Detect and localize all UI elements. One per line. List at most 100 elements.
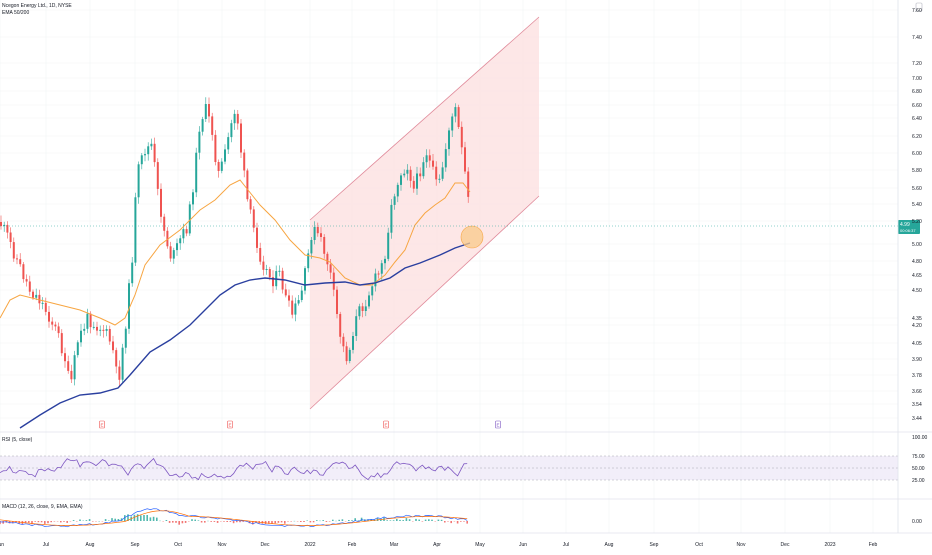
candle-body xyxy=(387,233,389,259)
candle-body xyxy=(195,153,197,193)
macd-histogram-bar xyxy=(79,520,81,522)
time-tick-label: Aug xyxy=(86,542,95,548)
macd-histogram-bar xyxy=(175,521,177,523)
candle-body xyxy=(230,123,232,137)
candle-body xyxy=(70,371,72,379)
macd-histogram-bar xyxy=(441,520,443,521)
macd-histogram-bar xyxy=(182,521,184,523)
candle-body xyxy=(314,227,316,240)
macd-histogram-bar xyxy=(153,517,155,521)
symbol-legend[interactable]: Ncegon Energy Ltd., 1D, NYSE xyxy=(2,3,72,9)
macd-histogram-bar xyxy=(418,520,420,521)
candle-body xyxy=(278,271,280,272)
macd-histogram-bar xyxy=(204,521,206,523)
price-tick-label: 5.80 xyxy=(912,168,922,174)
candle-body xyxy=(448,130,450,149)
price-tick-label: 4.65 xyxy=(912,273,922,279)
candle-body xyxy=(42,303,44,304)
candle-body xyxy=(422,162,424,176)
time-tick-label: Nov xyxy=(218,542,227,548)
macd-histogram-bar xyxy=(338,520,340,521)
macd-histogram-bar xyxy=(105,519,107,521)
macd-histogram-bar xyxy=(214,521,216,522)
macd-histogram-bar xyxy=(54,521,56,522)
ema-legend[interactable]: EMA 50/200 xyxy=(2,10,29,16)
time-tick-label: 2022 xyxy=(304,542,315,548)
macd-legend[interactable]: MACD (12, 26, close, 9, EMA, EMA) xyxy=(2,504,83,510)
candle-body xyxy=(74,355,76,379)
time-tick-label: Jul xyxy=(563,542,569,548)
time-tick-label: Nov xyxy=(737,542,746,548)
candle-body xyxy=(182,229,184,238)
price-tick-label: 3.90 xyxy=(912,357,922,363)
candle-body xyxy=(138,164,140,197)
macd-histogram-bar xyxy=(444,521,446,523)
candle-body xyxy=(99,330,101,331)
candle-body xyxy=(93,327,95,328)
macd-histogram-bar xyxy=(66,521,68,523)
macd-histogram-bar xyxy=(399,520,401,521)
candle-body xyxy=(413,181,415,189)
price-tick-label: 4.80 xyxy=(912,259,922,265)
time-tick-label: Mar xyxy=(390,542,399,548)
time-tick-label: Jul xyxy=(43,542,49,548)
macd-histogram-bar xyxy=(466,521,468,524)
macd-histogram-bar xyxy=(284,521,286,524)
candle-body xyxy=(141,155,143,164)
candle-body xyxy=(438,179,440,180)
candle-body xyxy=(186,229,188,233)
candle-body xyxy=(154,144,156,162)
macd-histogram-bar xyxy=(326,521,328,522)
macd-histogram-bar xyxy=(0,521,1,524)
macd-histogram-bar xyxy=(140,515,142,521)
macd-histogram-bar xyxy=(316,520,318,521)
candle-body xyxy=(160,189,162,217)
candle-body xyxy=(176,243,178,250)
price-tick-label: 3.54 xyxy=(912,402,922,408)
macd-histogram-bar xyxy=(393,520,395,521)
macd-histogram-bar xyxy=(406,518,408,521)
macd-histogram-bar xyxy=(169,521,171,523)
macd-histogram-bar xyxy=(422,521,424,522)
macd-histogram-bar xyxy=(351,520,353,521)
candle-body xyxy=(397,185,399,197)
macd-histogram-bar xyxy=(63,521,65,522)
macd-signal-line xyxy=(0,511,467,526)
candle-body xyxy=(29,282,31,292)
candle-body xyxy=(246,171,248,200)
candle-body xyxy=(147,146,149,154)
rsi-tick-label: 100.00 xyxy=(912,435,928,441)
macd-histogram-bar xyxy=(415,519,417,521)
price-tick-label: 7.00 xyxy=(912,76,922,82)
macd-histogram-bar xyxy=(386,520,388,521)
price-tick-label: 6.00 xyxy=(912,151,922,157)
time-tick-label: Jun xyxy=(0,542,4,548)
candle-body xyxy=(410,170,412,181)
macd-histogram-bar xyxy=(402,520,404,521)
rsi-legend[interactable]: RSI (5, close) xyxy=(2,437,32,443)
candle-body xyxy=(112,342,114,351)
time-tick-label: Dec xyxy=(261,542,270,548)
macd-histogram-bar xyxy=(47,521,49,523)
macd-histogram-bar xyxy=(41,521,43,522)
candle-body xyxy=(221,162,223,171)
macd-histogram-bar xyxy=(44,521,46,524)
candle-body xyxy=(64,353,66,361)
macd-histogram-bar xyxy=(390,520,392,521)
macd-histogram-bar xyxy=(38,521,40,522)
candle-body xyxy=(400,175,402,185)
candle-body xyxy=(461,127,463,147)
candle-body xyxy=(426,155,428,162)
macd-histogram-bar xyxy=(306,521,308,522)
candle-body xyxy=(202,119,204,132)
candle-body xyxy=(77,342,79,355)
candle-body xyxy=(22,264,24,279)
macd-histogram-bar xyxy=(50,521,52,522)
macd-histogram-bar xyxy=(156,518,158,521)
candle-body xyxy=(416,174,418,189)
macd-histogram-bar xyxy=(425,520,427,521)
candle-body xyxy=(451,117,453,131)
price-tick-label: 4.35 xyxy=(912,316,922,322)
